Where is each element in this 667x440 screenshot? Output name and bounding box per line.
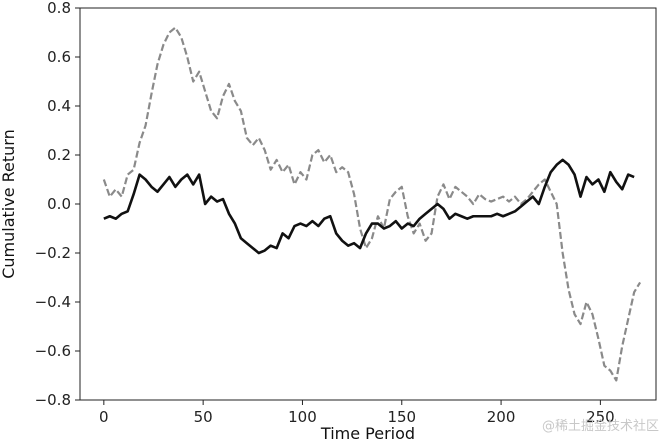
plot-area: [80, 8, 656, 400]
y-tick-label: 0.4: [47, 97, 71, 115]
y-tick-label: −0.8: [35, 391, 71, 409]
y-tick-label: 0.6: [47, 48, 71, 66]
dashed-series-line: [102, 26, 642, 382]
x-tick-label: 0: [99, 408, 109, 426]
x-tick-label: 50: [194, 408, 213, 426]
x-tick-label: 200: [487, 408, 516, 426]
y-tick-label: 0.2: [47, 146, 71, 164]
y-tick-label: 0.8: [47, 0, 71, 17]
y-axis-title: Cumulative Return: [0, 129, 18, 279]
x-axis-title: Time Period: [320, 424, 415, 440]
solid-series-line: [103, 158, 635, 255]
x-tick-label: 150: [387, 408, 416, 426]
y-tick-label: 0.0: [47, 195, 71, 213]
axes-layer: 0 50 100 150 200 250 −0.8 −0.6 −0.4 −0.2 0.0 0.2 0.4…: [35, 0, 657, 426]
y-tick-label: −0.2: [35, 244, 71, 262]
series-layer: [102, 26, 642, 382]
watermark-text: @稀土掘金技术社区: [541, 419, 659, 434]
y-tick-label: −0.6: [35, 342, 71, 360]
x-tick-label: 100: [288, 408, 317, 426]
plot-background: [80, 8, 656, 400]
y-tick-label: −0.4: [35, 293, 71, 311]
x-tick-label: 250: [586, 408, 615, 426]
